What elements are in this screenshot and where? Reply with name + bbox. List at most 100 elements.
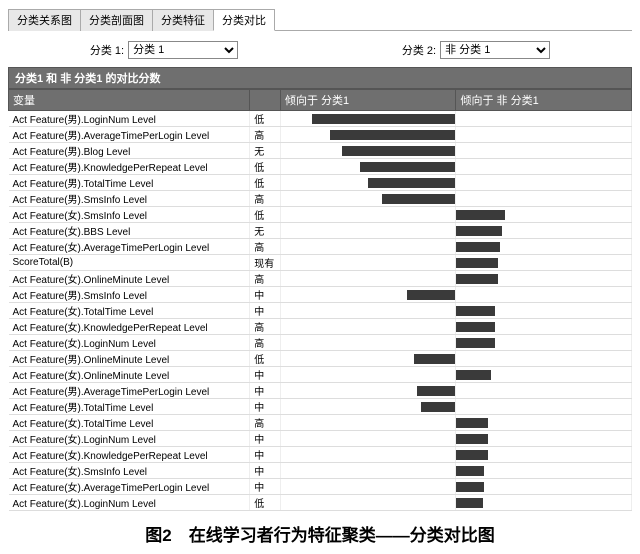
- bar-left: [407, 290, 456, 300]
- cell-bar-left: [281, 447, 456, 463]
- table-row: Act Feature(女).KnowledgePerRepeat Level中: [9, 447, 632, 463]
- bar-right: [456, 258, 498, 268]
- table-row: Act Feature(女).OnlineMinute Level高: [9, 271, 632, 287]
- cell-bar-left: [281, 415, 456, 431]
- table-row: Act Feature(女).BBS Level无: [9, 223, 632, 239]
- cell-flag: 高: [250, 415, 281, 431]
- bar-right: [456, 242, 500, 252]
- cell-bar-right: [456, 127, 632, 143]
- cell-flag: 中: [250, 303, 281, 319]
- cell-variable: Act Feature(女).AverageTimePerLogin Level: [9, 479, 250, 495]
- cell-flag: 高: [250, 239, 281, 255]
- tab-feature[interactable]: 分类特征: [152, 9, 214, 31]
- table-row: Act Feature(女).OnlineMinute Level中: [9, 367, 632, 383]
- cell-flag: 无: [250, 143, 281, 159]
- cell-variable: Act Feature(女).SmsInfo Level: [9, 207, 250, 223]
- col-lean-right: 倾向于 非 分类1: [456, 90, 632, 111]
- cell-variable: Act Feature(女).LoginNum Level: [9, 431, 250, 447]
- bar-right: [456, 418, 487, 428]
- bar-right: [456, 226, 501, 236]
- table-row: Act Feature(男).Blog Level无: [9, 143, 632, 159]
- cell-bar-right: [456, 367, 632, 383]
- cell-flag: 低: [250, 111, 281, 127]
- figure-caption: 图2 在线学习者行为特征聚类——分类对比图: [8, 521, 632, 546]
- cell-bar-left: [281, 175, 456, 191]
- cell-bar-left: [281, 383, 456, 399]
- bar-left: [382, 194, 455, 204]
- bar-left: [368, 178, 455, 188]
- cell-bar-right: [456, 191, 632, 207]
- bar-right: [456, 466, 484, 476]
- cell-bar-right: [456, 383, 632, 399]
- bar-left: [330, 130, 456, 140]
- class1-select[interactable]: 分类 1: [128, 41, 238, 59]
- cell-bar-left: [281, 239, 456, 255]
- cell-bar-right: [456, 143, 632, 159]
- table-row: Act Feature(女).LoginNum Level中: [9, 431, 632, 447]
- cell-bar-right: [456, 303, 632, 319]
- cell-bar-right: [456, 159, 632, 175]
- cell-bar-left: [281, 463, 456, 479]
- cell-bar-left: [281, 223, 456, 239]
- table-row: Act Feature(男).TotalTime Level中: [9, 399, 632, 415]
- cell-bar-right: [456, 415, 632, 431]
- tab-relationship[interactable]: 分类关系图: [8, 9, 81, 31]
- cell-flag: 中: [250, 399, 281, 415]
- table-row: Act Feature(男).AverageTimePerLogin Level…: [9, 383, 632, 399]
- bar-right: [456, 210, 505, 220]
- table-row: Act Feature(女).SmsInfo Level低: [9, 207, 632, 223]
- class2-select[interactable]: 非 分类 1: [440, 41, 550, 59]
- cell-flag: 低: [250, 495, 281, 511]
- cell-flag: 现有: [250, 255, 281, 271]
- cell-variable: Act Feature(女).LoginNum Level: [9, 495, 250, 511]
- cell-flag: 高: [250, 335, 281, 351]
- cell-bar-left: [281, 143, 456, 159]
- table-row: Act Feature(女).SmsInfo Level中: [9, 463, 632, 479]
- bar-right: [456, 274, 498, 284]
- cell-flag: 中: [250, 463, 281, 479]
- bar-left: [417, 386, 455, 396]
- cell-variable: Act Feature(女).LoginNum Level: [9, 335, 250, 351]
- cell-flag: 中: [250, 287, 281, 303]
- bar-left: [414, 354, 456, 364]
- cell-bar-right: [456, 479, 632, 495]
- section-title: 分类1 和 非 分类1 的对比分数: [8, 67, 632, 89]
- bar-left: [342, 146, 455, 156]
- cell-bar-left: [281, 191, 456, 207]
- cell-variable: Act Feature(女).OnlineMinute Level: [9, 271, 250, 287]
- cell-bar-right: [456, 207, 632, 223]
- col-variable: 变量: [9, 90, 250, 111]
- class-selectors: 分类 1: 分类 1 分类 2: 非 分类 1: [8, 37, 632, 67]
- cell-variable: Act Feature(女).TotalTime Level: [9, 415, 250, 431]
- cell-bar-left: [281, 351, 456, 367]
- cell-bar-right: [456, 431, 632, 447]
- cell-variable: Act Feature(男).Blog Level: [9, 143, 250, 159]
- cell-variable: Act Feature(女).KnowledgePerRepeat Level: [9, 319, 250, 335]
- table-row: Act Feature(男).KnowledgePerRepeat Level低: [9, 159, 632, 175]
- table-row: Act Feature(女).KnowledgePerRepeat Level高: [9, 319, 632, 335]
- bar-right: [456, 306, 494, 316]
- table-row: Act Feature(女).TotalTime Level中: [9, 303, 632, 319]
- class1-label: 分类 1:: [90, 42, 124, 58]
- cell-variable: Act Feature(男).SmsInfo Level: [9, 191, 250, 207]
- cell-variable: Act Feature(男).OnlineMinute Level: [9, 351, 250, 367]
- tab-compare[interactable]: 分类对比: [213, 9, 275, 31]
- cell-flag: 中: [250, 431, 281, 447]
- cell-flag: 低: [250, 159, 281, 175]
- cell-flag: 低: [250, 207, 281, 223]
- cell-bar-right: [456, 175, 632, 191]
- cell-variable: Act Feature(女).TotalTime Level: [9, 303, 250, 319]
- cell-bar-right: [456, 335, 632, 351]
- cell-variable: Act Feature(女).AverageTimePerLogin Level: [9, 239, 250, 255]
- bar-right: [456, 498, 482, 508]
- cell-flag: 高: [250, 319, 281, 335]
- cell-variable: Act Feature(男).TotalTime Level: [9, 399, 250, 415]
- cell-flag: 中: [250, 367, 281, 383]
- cell-flag: 中: [250, 447, 281, 463]
- tab-profile[interactable]: 分类剖面图: [80, 9, 153, 31]
- table-row: Act Feature(女).LoginNum Level高: [9, 335, 632, 351]
- table-row: Act Feature(女).LoginNum Level低: [9, 495, 632, 511]
- cell-variable: Act Feature(女).OnlineMinute Level: [9, 367, 250, 383]
- bar-right: [456, 434, 487, 444]
- bar-right: [456, 482, 484, 492]
